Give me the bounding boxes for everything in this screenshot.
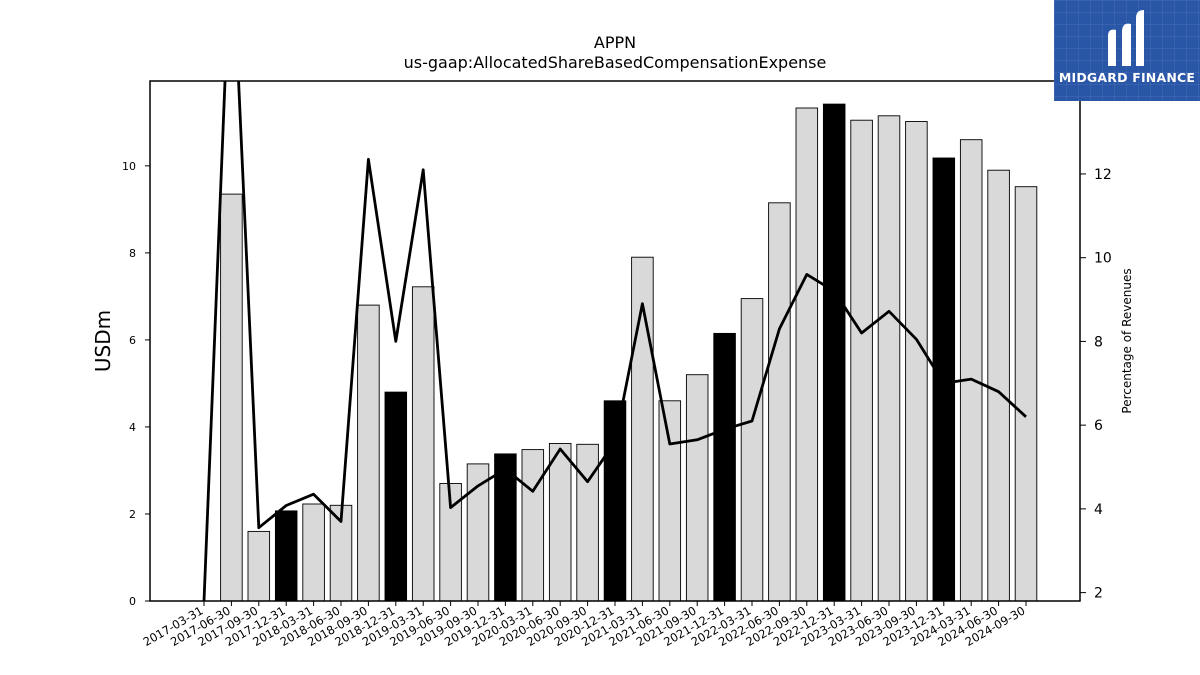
y2-tick-label: 8 [1094, 334, 1103, 350]
bar-2019-09-30 [466, 463, 490, 601]
bar-2024-09-30 [1014, 186, 1038, 601]
left-axis: 0 2 4 6 8 10 [122, 160, 150, 608]
brand-name: MIDGARD FINANCE [1058, 70, 1196, 85]
bar-2020-03-31 [521, 449, 545, 601]
y-tick-label: 0 [129, 595, 136, 608]
bar-2023-03-31 [850, 119, 873, 601]
bar-2024-06-30 [987, 169, 1010, 601]
y2-tick-label: 2 [1094, 586, 1103, 602]
bar-2022-03-31 [740, 298, 764, 601]
y-tick-label: 10 [122, 160, 136, 173]
bar-2017-06-30 [220, 193, 243, 601]
line-group [202, 81, 1027, 601]
bar-2018-09-30 [357, 304, 380, 601]
y2-tick-label: 12 [1094, 167, 1112, 183]
brand-logo: MIDGARD FINANCE [1054, 0, 1200, 101]
bar-2018-12-31 [384, 391, 408, 601]
chart-subtitle: us-gaap:AllocatedShareBasedCompensationE… [404, 53, 827, 72]
bar-2021-03-31 [631, 256, 654, 601]
x-axis: 2017-03-312017-06-302017-09-302017-12-31… [141, 601, 1028, 649]
right-axis: 2 4 6 8 10 12 [1080, 167, 1112, 602]
percentage-line [202, 81, 1027, 601]
bar-2022-09-30 [795, 107, 819, 601]
bar-2017-09-30 [247, 530, 271, 601]
y2-tick-label: 6 [1094, 418, 1103, 434]
bar-2021-09-30 [685, 374, 709, 601]
bars-group [220, 103, 1038, 601]
y-tick-label: 4 [129, 421, 136, 434]
bar-2019-03-31 [411, 286, 435, 601]
y-tick-label: 8 [129, 247, 136, 260]
bar-2020-09-30 [576, 443, 599, 601]
logo-mark-icon [1108, 10, 1144, 67]
bar-2020-06-30 [548, 443, 572, 601]
y-tick-label: 2 [129, 508, 136, 521]
bar-2019-12-31 [494, 453, 517, 601]
bar-2023-09-30 [905, 121, 928, 601]
bar-2021-06-30 [658, 400, 682, 601]
y2-tick-label: 4 [1094, 502, 1103, 518]
bar-2019-06-30 [439, 483, 462, 601]
bar-2020-12-31 [603, 400, 627, 601]
bar-2018-03-31 [302, 503, 325, 601]
bar-2023-06-30 [877, 115, 901, 601]
bar-2017-12-31 [274, 510, 298, 601]
chart-title: APPN [594, 33, 636, 52]
bar-2021-12-31 [713, 332, 736, 601]
y2-axis-label: Percentage of Revenues [1120, 268, 1134, 413]
bar-2023-12-31 [932, 157, 956, 601]
y-axis-label: USDm [91, 310, 115, 372]
y2-tick-label: 10 [1094, 251, 1112, 267]
bar-2024-03-31 [959, 139, 983, 601]
y-tick-label: 6 [129, 334, 136, 347]
bar-2022-12-31 [822, 103, 846, 601]
bar-2022-06-30 [768, 202, 791, 601]
